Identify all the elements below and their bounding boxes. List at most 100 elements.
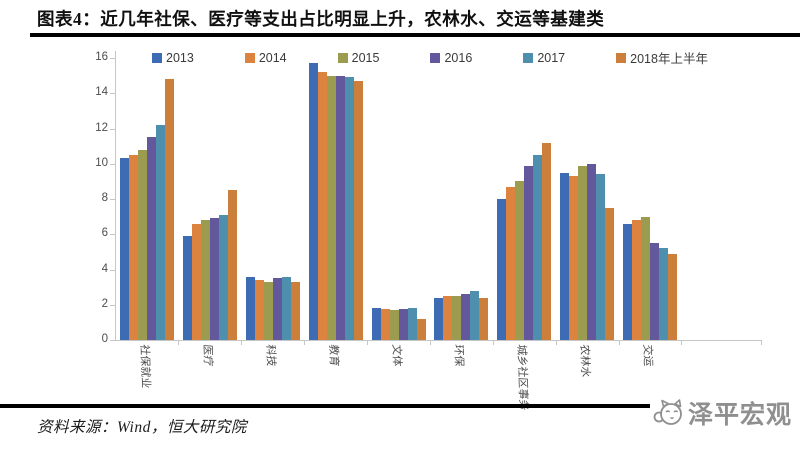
bar-2015-环保 <box>452 295 462 340</box>
legend-item-2015: 2015 <box>337 50 380 65</box>
bar-2013-交运 <box>623 223 632 340</box>
y-tick-label: 4 <box>101 262 108 275</box>
y-tick-label: 12 <box>95 121 108 134</box>
bar-2018年上半年-城乡社区事务 <box>542 142 552 340</box>
legend-swatch <box>616 52 627 63</box>
x-tick <box>618 341 620 345</box>
y-tick-label: 2 <box>101 297 108 310</box>
legend-label: 2015 <box>351 50 380 65</box>
brand-logo: 泽平宏观 <box>651 395 792 431</box>
source-note: 资料来源：Wind，恒大研究院 <box>37 419 247 436</box>
y-tick-label: 10 <box>95 156 108 169</box>
bar-group-社保就业 <box>120 58 174 340</box>
bar-group-农林水 <box>560 58 615 340</box>
bar-2018年上半年-医疗 <box>227 190 237 340</box>
bar-2017-城乡社区事务 <box>533 154 543 340</box>
bar-2013-农林水 <box>560 172 570 340</box>
x-tick-label-环保: 环保 <box>452 343 466 367</box>
x-tick-label-医疗: 医疗 <box>200 343 214 367</box>
bar-2017-科技 <box>281 276 291 340</box>
bar-group-交运 <box>623 58 677 340</box>
footer-divider <box>0 404 650 408</box>
y-tick <box>110 58 115 59</box>
bar-2013-文体 <box>371 308 381 340</box>
chart-legend: 2013 2014 2015 2016 2017 2018年上半年 <box>152 48 708 67</box>
bar-2013-医疗 <box>182 236 192 340</box>
y-tick <box>110 340 115 341</box>
bar-2017-交运 <box>659 248 668 340</box>
bar-2015-交运 <box>641 216 650 340</box>
legend-label: 2017 <box>537 50 566 65</box>
bar-2018年上半年-科技 <box>290 281 300 340</box>
bar-2016-农林水 <box>587 163 597 340</box>
bar-2015-科技 <box>263 281 273 340</box>
bar-2014-环保 <box>443 295 453 340</box>
bar-2014-社保就业 <box>129 154 138 340</box>
legend-item-2018年上半年: 2018年上半年 <box>616 48 708 67</box>
plot-area <box>116 58 681 340</box>
bar-2014-交运 <box>632 220 641 340</box>
y-tick-label: 16 <box>95 51 108 63</box>
bar-2014-农林水 <box>569 176 579 340</box>
legend-label: 2014 <box>258 50 287 65</box>
bar-2016-教育 <box>335 75 345 340</box>
bar-2016-文体 <box>398 309 408 340</box>
legend-label: 2013 <box>166 50 194 65</box>
bar-2017-医疗 <box>218 214 228 340</box>
y-tick <box>110 199 115 200</box>
x-tick <box>178 341 180 345</box>
x-tick-label-交运: 交运 <box>640 343 654 367</box>
bar-2016-科技 <box>272 278 282 340</box>
legend-swatch <box>152 52 162 63</box>
legend-label: 2018年上半年 <box>630 52 708 66</box>
y-tick <box>110 93 115 95</box>
y-tick <box>110 163 115 165</box>
bar-2016-交运 <box>650 243 659 340</box>
y-tick <box>110 234 115 236</box>
x-tick-label-文体: 文体 <box>389 343 403 367</box>
x-axis-line <box>111 340 762 341</box>
bar-2015-社保就业 <box>138 149 147 340</box>
bar-2013-教育 <box>308 63 318 340</box>
bar-2015-教育 <box>326 75 336 340</box>
x-tick-label-城乡社区事务: 城乡社区事务 <box>515 343 530 411</box>
legend-item-2014: 2014 <box>244 50 287 65</box>
x-tick-label-科技: 科技 <box>263 343 277 367</box>
bar-2016-城乡社区事务 <box>524 165 534 340</box>
bar-2014-医疗 <box>191 223 201 340</box>
legend-swatch <box>523 52 534 63</box>
x-tick-label-教育: 教育 <box>326 343 340 367</box>
x-tick <box>367 341 369 345</box>
y-tick <box>110 269 115 271</box>
bar-group-文体 <box>371 58 426 340</box>
legend-label: 2016 <box>444 50 473 65</box>
x-tick <box>304 341 306 345</box>
bar-2017-社保就业 <box>156 124 165 340</box>
legend-item-2017: 2017 <box>523 51 565 65</box>
bar-group-科技 <box>245 58 300 340</box>
bar-2018年上半年-文体 <box>416 318 426 340</box>
bar-2015-医疗 <box>200 220 210 340</box>
bar-2018年上半年-教育 <box>353 80 363 340</box>
bar-2013-科技 <box>245 276 255 340</box>
x-tick <box>681 341 682 345</box>
legend-swatch <box>337 52 348 63</box>
brand-name: 泽平宏观 <box>687 402 792 429</box>
title-divider <box>30 33 800 37</box>
y-tick-label: 6 <box>101 227 108 240</box>
bar-2018年上半年-社保就业 <box>165 79 174 340</box>
x-tick <box>241 341 243 345</box>
bar-2018年上半年-交运 <box>668 253 677 340</box>
bar-2013-社保就业 <box>120 158 129 340</box>
bar-2014-科技 <box>254 280 264 340</box>
x-tick <box>429 341 431 345</box>
bar-2017-环保 <box>470 290 480 340</box>
bar-2018年上半年-农林水 <box>605 207 615 340</box>
bar-2016-环保 <box>461 294 471 340</box>
x-tick <box>492 341 494 345</box>
bar-chart: 2013 2014 2015 2016 2017 2018年上半年 0 2 4 6 8 10 12 14… <box>0 38 800 411</box>
bar-2013-环保 <box>434 297 444 340</box>
legend-swatch <box>430 52 441 63</box>
cat-mascot-icon <box>653 399 682 425</box>
bar-2017-教育 <box>344 77 354 340</box>
